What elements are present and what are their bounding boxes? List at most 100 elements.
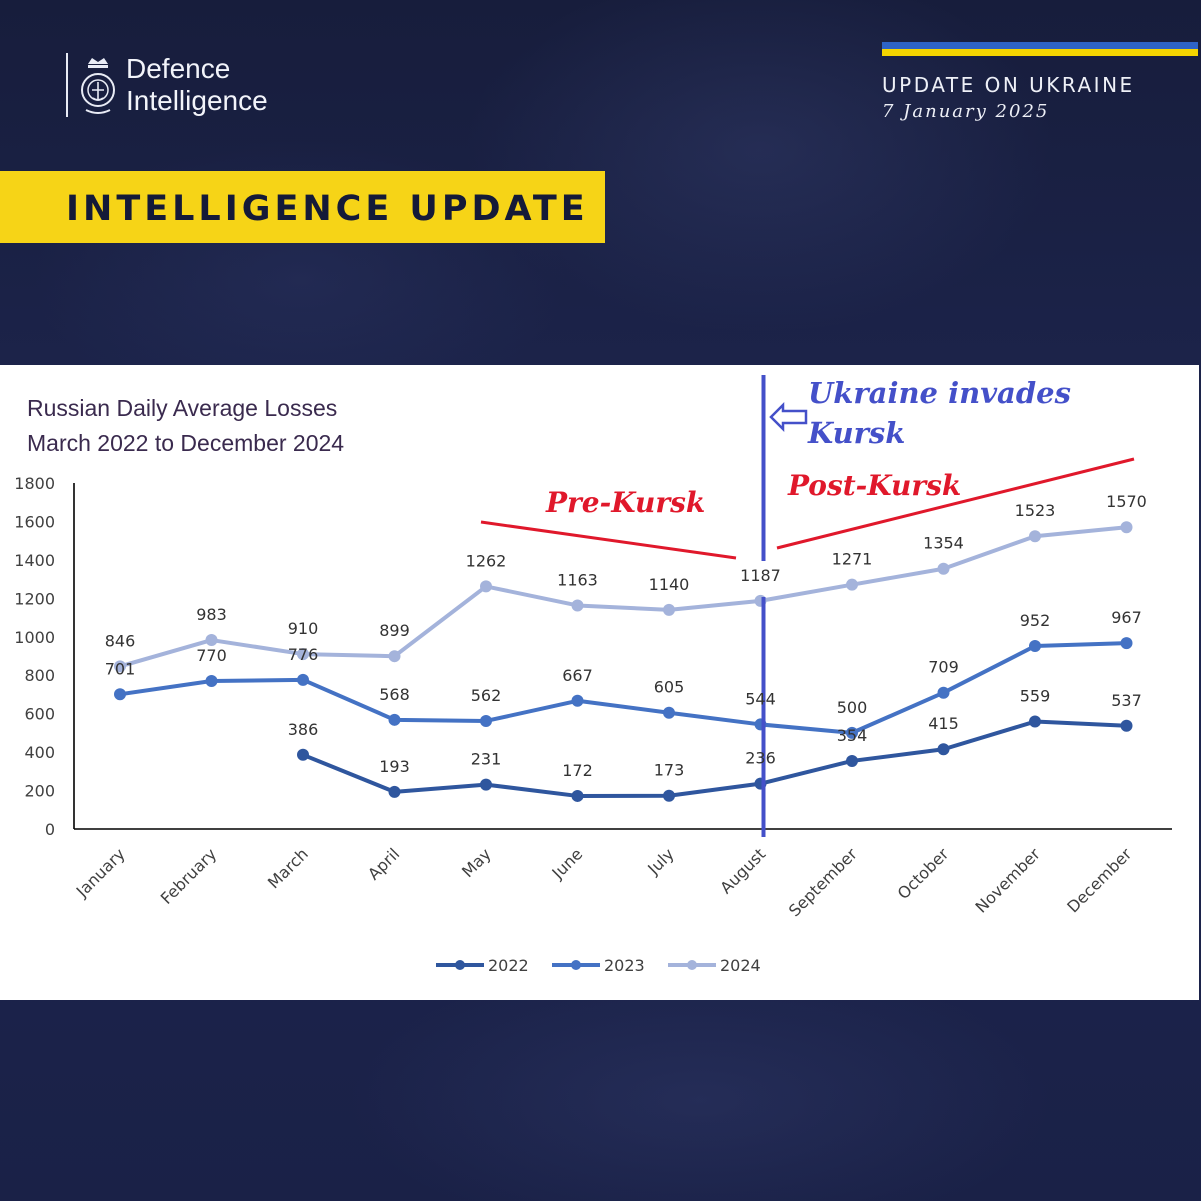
data-point-2024 [114, 660, 126, 673]
data-label-2024: 1570 [1106, 492, 1147, 511]
data-point-2022 [388, 785, 401, 798]
data-point-2023 [388, 713, 401, 726]
x-tick-label: April [364, 844, 403, 883]
update-date: 7 January 2025 [882, 101, 1050, 122]
brand-line-2: Intelligence [126, 85, 268, 116]
data-label-2022: 354 [837, 726, 868, 745]
data-point-2022 [1029, 715, 1041, 728]
data-label-2023: 701 [105, 659, 136, 678]
data-point-2023 [114, 688, 126, 701]
data-label-2023: 667 [562, 666, 593, 685]
flag-yellow-band [882, 49, 1198, 56]
pre-kursk-trend-line [480, 520, 737, 560]
line-chart: Russian Daily Average Losses March 2022 … [14, 375, 1172, 975]
y-tick-label: 1400 [14, 551, 55, 570]
left-arrow-icon [769, 401, 808, 433]
data-label-2024: 846 [105, 631, 136, 650]
data-point-2022 [480, 778, 492, 791]
data-label-2024: 910 [288, 619, 319, 638]
y-tick-label: 400 [24, 743, 55, 762]
data-label-2023: 967 [1111, 608, 1142, 627]
y-tick-label: 200 [24, 782, 55, 801]
x-tick-label: May [458, 844, 495, 881]
y-tick-label: 600 [24, 705, 55, 724]
data-label-2024: 1262 [466, 551, 507, 570]
data-label-2023: 770 [196, 646, 227, 665]
data-point-2023 [480, 714, 492, 727]
y-tick-label: 0 [45, 820, 55, 839]
series-line-2024 [118, 525, 1129, 669]
data-label-2022: 231 [471, 750, 502, 769]
y-tick-label: 1800 [14, 474, 55, 493]
series-lines [114, 375, 1133, 837]
x-tick-label: June [548, 844, 587, 883]
x-tick-label: January [72, 844, 129, 901]
invasion-annotation-line-2: Kursk [807, 416, 905, 450]
defence-intelligence-logo: Defence Intelligence [66, 52, 268, 118]
data-label-2023: 568 [379, 685, 410, 704]
flag-blue-band [882, 42, 1198, 49]
x-tick-label: July [643, 844, 677, 878]
data-label-2024: 1163 [557, 570, 598, 589]
series-line-2022 [301, 719, 1129, 798]
data-point-2024 [1029, 530, 1041, 543]
legend-marker-2023 [571, 960, 581, 970]
data-point-2023 [297, 673, 309, 686]
x-tick-label: November [972, 844, 1045, 917]
data-point-2024 [571, 599, 584, 612]
chart-title-line-2: March 2022 to December 2024 [27, 430, 344, 456]
post-kursk-trend-line [776, 457, 1135, 550]
data-point-2022 [297, 748, 309, 761]
x-tick-label: December [1063, 844, 1135, 916]
intelligence-update-banner: INTELLIGENCE UPDATE [0, 171, 605, 243]
y-tick-label: 1000 [14, 628, 55, 647]
data-point-2023 [846, 726, 858, 739]
y-tick-label: 800 [24, 666, 55, 685]
data-label-2024: 1187 [740, 566, 781, 585]
banner-text: INTELLIGENCE UPDATE [66, 189, 589, 229]
data-label-2023: 776 [288, 645, 319, 664]
x-tick-labels: January February March April May June July Augu… [72, 844, 1136, 920]
data-point-2022 [1120, 719, 1133, 732]
chart-panel: Russian Daily Average Losses March 2022 … [0, 365, 1199, 1000]
legend-marker-2022 [455, 960, 465, 970]
y-tick-label: 1200 [14, 589, 55, 608]
data-point-2022 [571, 789, 584, 802]
data-point-2023 [663, 706, 675, 719]
data-point-2024 [846, 578, 858, 591]
data-label-2024: 983 [196, 605, 227, 624]
data-label-2023: 709 [928, 658, 959, 677]
data-label-2023: 605 [654, 678, 685, 697]
legend-label-2024: 2024 [720, 956, 761, 975]
y-tick-label: 1600 [14, 512, 55, 531]
data-label-2022: 415 [928, 714, 959, 733]
y-tick-labels: 0 200 400 600 800 1000 1200 1400 1600 1800 [14, 474, 55, 839]
legend-label-2022: 2022 [488, 956, 529, 975]
data-label-2024: 1140 [649, 575, 690, 594]
data-labels: 386 193 231 172 173 236 354 415 559 537 701 770 776 5… [105, 492, 1147, 780]
data-point-2024 [1120, 521, 1133, 534]
data-point-2022 [846, 754, 858, 767]
kursk-annotations: Ukraine invades Kursk Pre-Kursk Post-Kur… [480, 376, 1135, 560]
x-tick-label: September [785, 844, 861, 920]
brand-line-1: Defence [126, 53, 231, 84]
data-label-2022: 537 [1111, 691, 1142, 710]
data-point-2022 [663, 789, 675, 802]
data-point-2024 [663, 603, 675, 616]
data-point-2023 [1029, 640, 1041, 653]
data-point-2023 [1120, 637, 1133, 650]
x-tick-label: February [157, 844, 221, 908]
chart-legend: 2022 2023 2024 [436, 956, 761, 975]
crest-icon [81, 58, 115, 114]
data-label-2022: 193 [379, 757, 410, 776]
data-label-2023: 952 [1020, 611, 1051, 630]
x-tick-label: March [264, 844, 312, 892]
post-kursk-label: Post-Kursk [787, 469, 961, 502]
data-label-2024: 1271 [832, 550, 873, 569]
data-point-2023 [205, 674, 218, 687]
pre-kursk-label: Pre-Kursk [545, 486, 705, 519]
data-point-2022 [937, 743, 950, 756]
legend-marker-2024 [687, 960, 697, 970]
data-label-2022: 559 [1020, 687, 1051, 706]
data-label-2022: 173 [654, 761, 685, 780]
